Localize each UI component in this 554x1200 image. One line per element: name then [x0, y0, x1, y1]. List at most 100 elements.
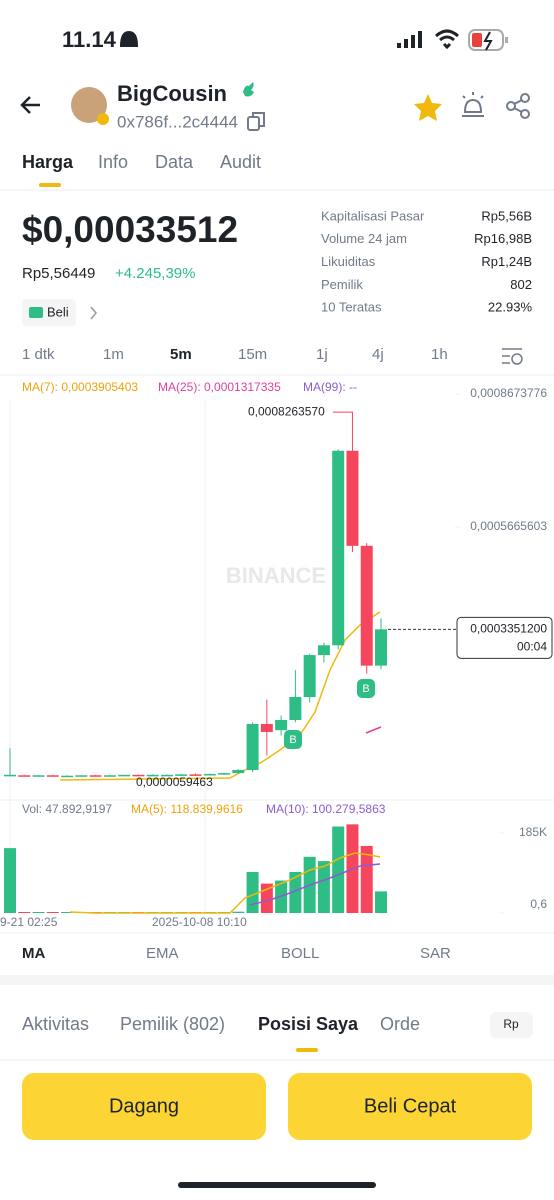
ma25-line [365, 726, 382, 734]
token-address: 0x786f...2c4444 [117, 112, 238, 131]
candle-body [246, 723, 259, 770]
volume-bar [61, 912, 74, 913]
interval[interactable]: 15m [238, 346, 267, 363]
buy-chip-icon [29, 307, 43, 318]
candle-body [232, 769, 245, 774]
buy-marker-label: B [289, 734, 296, 746]
candle-body [317, 645, 330, 656]
stat-value: Rp16,98B [474, 231, 532, 246]
volume-bar [46, 912, 59, 913]
stat-label: 10 Teratas [321, 300, 382, 315]
max-label: 0,0008263570 [248, 404, 325, 418]
interval[interactable]: 1 dtk [22, 346, 55, 363]
volume-bar [375, 891, 387, 913]
interval[interactable]: 1h [431, 346, 448, 363]
currency-label: Rp [503, 1017, 519, 1031]
stat-value: 22.93% [488, 300, 533, 315]
volume-bar [18, 912, 31, 913]
bottom-tab[interactable]: Posisi Saya [258, 1014, 359, 1034]
bottom-tab[interactable]: Orde [380, 1014, 420, 1034]
buy-chip[interactable] [22, 299, 76, 326]
vol-ma5-line [69, 852, 381, 914]
token-name: BigCousin [117, 81, 227, 106]
candle-body [346, 450, 359, 546]
trade-label: Dagang [109, 1095, 179, 1117]
last-price: 0,0003351200 [470, 621, 547, 635]
currency-toggle[interactable] [490, 1012, 533, 1038]
candle-body [275, 720, 288, 731]
time-label: 2025-10-08 10:10 [152, 915, 247, 929]
stat-label: Pemilik [321, 277, 363, 292]
interval[interactable]: 1m [103, 346, 124, 363]
share-button[interactable] [506, 93, 530, 119]
stat-label: Volume 24 jam [321, 231, 407, 246]
y-tick-label: 0,0008673776 [470, 386, 547, 400]
indicator-tab[interactable]: BOLL [281, 945, 319, 962]
price-change: +4.245,39% [115, 265, 196, 282]
ma25-legend: MA(25): 0,0001317335 [158, 380, 281, 394]
tab[interactable]: Data [155, 152, 194, 172]
status-icons [119, 29, 508, 51]
bottom-tab[interactable]: Aktivitas [22, 1014, 89, 1034]
price-idr: Rp5,56449 [22, 265, 95, 282]
vol-ma5: MA(5): 118.839,9616 [131, 802, 243, 816]
interval[interactable]: 1j [316, 346, 328, 363]
copy-button[interactable] [247, 112, 265, 131]
stat-label: Kapitalisasi Pasar [321, 208, 425, 223]
y-tick-label: 0,0005665603 [470, 519, 547, 533]
bottom-tab[interactable]: Pemilik (802) [120, 1014, 225, 1034]
tab[interactable]: Info [98, 152, 128, 172]
candle-body [18, 775, 31, 777]
candle-body [61, 775, 74, 778]
tab[interactable]: Audit [220, 152, 261, 172]
buy-marker [284, 730, 302, 749]
indicator-tab[interactable]: MA [22, 945, 45, 962]
candle-body [32, 775, 45, 777]
buy-marker [357, 679, 375, 698]
vol-ma10-line [249, 863, 381, 906]
candle-body [75, 775, 88, 777]
candle-body [175, 774, 188, 776]
vol-label: Vol: 47.892,9197 [22, 802, 112, 816]
min-label: 0,0000059463 [136, 775, 213, 789]
quick-buy-button[interactable] [288, 1073, 532, 1140]
indicator-tab[interactable]: EMA [146, 945, 179, 962]
avatar [71, 87, 107, 123]
candle-body [89, 775, 102, 777]
time-label: 9-21 02:25 [0, 915, 58, 929]
volume-bar [289, 871, 302, 913]
indicator-tab[interactable]: SAR [420, 945, 451, 962]
chevron [90, 306, 97, 320]
candle-body [103, 775, 116, 777]
stat-label: Likuiditas [321, 254, 376, 269]
candle-body [118, 774, 131, 777]
alert-button[interactable] [462, 92, 484, 117]
buy-marker-label: B [362, 683, 369, 695]
candle-body [160, 774, 173, 777]
tab-indicator [39, 183, 61, 187]
price-usd: $0,00033512 [22, 209, 238, 250]
volume-bar [246, 871, 259, 913]
ma7-line [59, 611, 381, 781]
volume-bar [360, 845, 373, 913]
ma99-legend: MA(99): -- [303, 380, 357, 394]
back-button[interactable] [20, 96, 40, 114]
volume-bar [4, 848, 16, 913]
avatar-badge [97, 113, 109, 125]
chart-settings[interactable] [502, 348, 523, 365]
trade-button[interactable] [22, 1073, 266, 1140]
volume-bar [332, 826, 345, 913]
verified-icon [243, 82, 254, 97]
interval[interactable]: 5m [170, 346, 192, 363]
volume-bar [232, 911, 245, 913]
buy-chip-label: Beli [47, 304, 69, 319]
candle-body [189, 774, 202, 776]
status-time: 11.14 [62, 27, 117, 52]
tab[interactable]: Harga [22, 152, 74, 172]
vol-ma10: MA(10): 100.279,5863 [266, 802, 386, 816]
interval[interactable]: 4j [372, 346, 384, 363]
favorite-button[interactable] [414, 94, 442, 121]
candle-body [289, 697, 302, 721]
